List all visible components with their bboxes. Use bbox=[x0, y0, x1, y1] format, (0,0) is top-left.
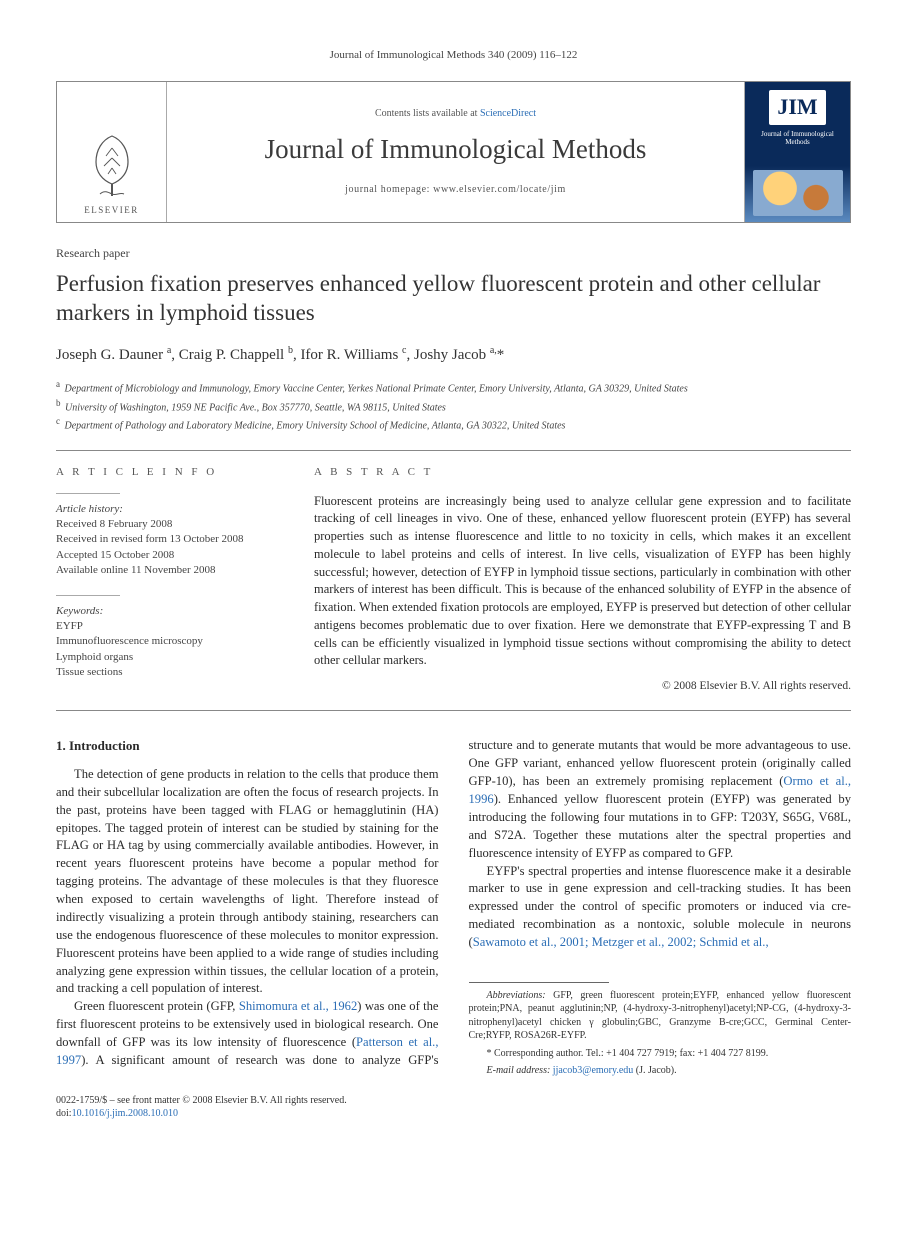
body-paragraph: The detection of gene products in relati… bbox=[56, 766, 439, 998]
doi-link[interactable]: 10.1016/j.jim.2008.10.010 bbox=[72, 1108, 178, 1119]
corr-label: * Corresponding author. bbox=[487, 1048, 586, 1059]
affiliation-line: a Department of Microbiology and Immunol… bbox=[56, 378, 851, 397]
body-text: Green fluorescent protein (GFP, bbox=[74, 999, 239, 1013]
body-text: The detection of gene products in relati… bbox=[56, 767, 439, 960]
affiliation-line: c Department of Pathology and Laboratory… bbox=[56, 415, 851, 434]
journal-name: Journal of Immunological Methods bbox=[265, 131, 647, 169]
keyword: EYFP bbox=[56, 619, 280, 634]
body-paragraph: EYFP's spectral properties and intense f… bbox=[469, 863, 852, 952]
contents-prefix: Contents lists available at bbox=[375, 108, 480, 119]
article-history-block: Article history: Received 8 February 200… bbox=[56, 502, 280, 579]
affiliation-line: b University of Washington, 1959 NE Paci… bbox=[56, 397, 851, 416]
article-info-head: A R T I C L E I N F O bbox=[56, 465, 280, 480]
info-rule-1 bbox=[56, 493, 120, 494]
cover-badge: JIM bbox=[769, 90, 825, 125]
masthead-center: Contents lists available at ScienceDirec… bbox=[167, 82, 744, 222]
homepage-url[interactable]: www.elsevier.com/locate/jim bbox=[433, 184, 566, 195]
corresponding-mark-icon: * bbox=[497, 347, 505, 363]
keyword: Lymphoid organs bbox=[56, 650, 280, 665]
journal-homepage-line: journal homepage: www.elsevier.com/locat… bbox=[345, 183, 566, 197]
abstract-head: A B S T R A C T bbox=[314, 465, 851, 480]
section-heading: 1. Introduction bbox=[56, 737, 439, 755]
footer-copyright: 0022-1759/$ – see front matter © 2008 El… bbox=[56, 1094, 851, 1108]
homepage-prefix: journal homepage: bbox=[345, 184, 433, 195]
abstract-text: Fluorescent proteins are increasingly be… bbox=[314, 493, 851, 671]
article-title: Perfusion fixation preserves enhanced ye… bbox=[56, 270, 851, 328]
keywords-label: Keywords: bbox=[56, 604, 280, 619]
affiliations: a Department of Microbiology and Immunol… bbox=[56, 378, 851, 434]
journal-cover-thumb: JIM Journal of Immunological Methods bbox=[744, 82, 850, 222]
article-info-column: A R T I C L E I N F O Article history: R… bbox=[56, 465, 280, 696]
email-label: E-mail address: bbox=[487, 1065, 553, 1076]
running-head: Journal of Immunological Methods 340 (20… bbox=[56, 48, 851, 63]
history-line: Accepted 15 October 2008 bbox=[56, 548, 280, 563]
corresponding-footnote: * Corresponding author. Tel.: +1 404 727… bbox=[469, 1047, 852, 1061]
footnote-rule bbox=[469, 982, 609, 983]
elsevier-tree-icon bbox=[82, 128, 142, 198]
sciencedirect-link[interactable]: ScienceDirect bbox=[480, 108, 536, 119]
history-line: Available online 11 November 2008 bbox=[56, 563, 280, 578]
history-line: Received 8 February 2008 bbox=[56, 517, 280, 532]
info-abstract-row: A R T I C L E I N F O Article history: R… bbox=[56, 465, 851, 696]
rule-bottom bbox=[56, 710, 851, 711]
abbrev-label: Abbreviations: bbox=[487, 990, 546, 1001]
contents-available-line: Contents lists available at ScienceDirec… bbox=[375, 107, 536, 121]
page-footer: 0022-1759/$ – see front matter © 2008 El… bbox=[56, 1094, 851, 1121]
keywords-block: Keywords: EYFP Immunofluorescence micros… bbox=[56, 604, 280, 681]
abbreviations-footnote: Abbreviations: GFP, green fluorescent pr… bbox=[469, 989, 852, 1043]
info-rule-2 bbox=[56, 595, 120, 596]
email-suffix: (J. Jacob). bbox=[633, 1065, 676, 1076]
keyword: Immunofluorescence microscopy bbox=[56, 634, 280, 649]
publisher-name: ELSEVIER bbox=[84, 204, 139, 217]
history-line: Received in revised form 13 October 2008 bbox=[56, 532, 280, 547]
authors-line: Joseph G. Dauner a, Craig P. Chappell b,… bbox=[56, 344, 851, 366]
doi-prefix: doi: bbox=[56, 1108, 72, 1119]
authors-names: Joseph G. Dauner a, Craig P. Chappell b,… bbox=[56, 347, 497, 363]
cover-title: Journal of Immunological Methods bbox=[751, 131, 844, 146]
cover-art-icon bbox=[753, 170, 843, 216]
masthead: ELSEVIER Contents lists available at Sci… bbox=[56, 81, 851, 223]
corr-text: Tel.: +1 404 727 7919; fax: +1 404 727 8… bbox=[586, 1048, 769, 1059]
citation-link[interactable]: Shimomura et al., 1962 bbox=[239, 999, 357, 1013]
footer-doi-line: doi:10.1016/j.jim.2008.10.010 bbox=[56, 1107, 851, 1121]
history-label: Article history: bbox=[56, 502, 280, 517]
citation-link[interactable]: Sawamoto et al., 2001; Metzger et al., 2… bbox=[473, 935, 769, 949]
body-text: ). Enhanced yellow fluorescent protein (… bbox=[469, 792, 852, 860]
abstract-copyright: © 2008 Elsevier B.V. All rights reserved… bbox=[314, 678, 851, 694]
article-type: Research paper bbox=[56, 245, 851, 262]
body-two-column: 1. Introduction The detection of gene pr… bbox=[56, 737, 851, 1078]
rule-top bbox=[56, 450, 851, 451]
footnotes: Abbreviations: GFP, green fluorescent pr… bbox=[469, 982, 852, 1078]
page: Journal of Immunological Methods 340 (20… bbox=[0, 0, 907, 1161]
email-link[interactable]: jjacob3@emory.edu bbox=[553, 1065, 633, 1076]
publisher-logo-box: ELSEVIER bbox=[57, 82, 167, 222]
keyword: Tissue sections bbox=[56, 665, 280, 680]
email-footnote: E-mail address: jjacob3@emory.edu (J. Ja… bbox=[469, 1064, 852, 1078]
abstract-column: A B S T R A C T Fluorescent proteins are… bbox=[314, 465, 851, 696]
